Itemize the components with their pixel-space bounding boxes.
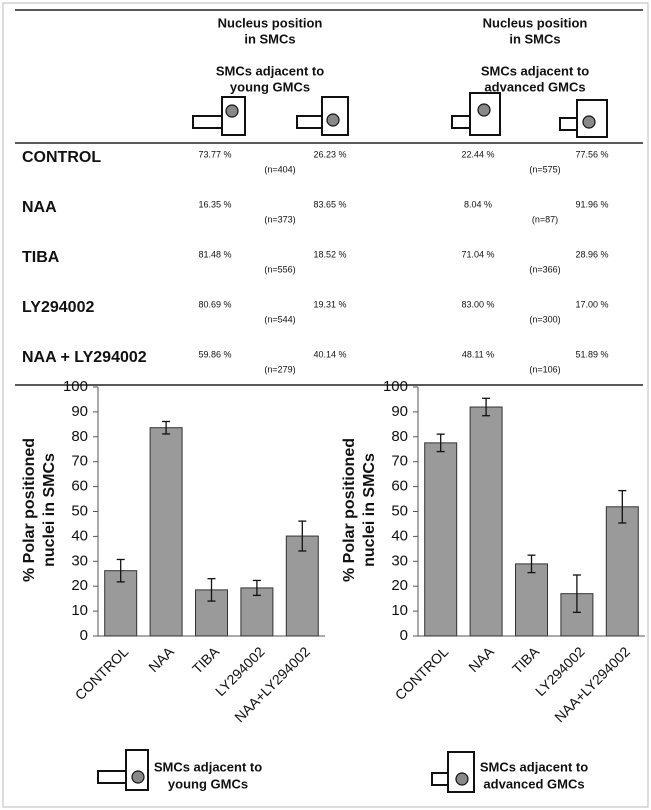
cell: 77.56 % — [575, 149, 608, 159]
cell: 28.96 % — [575, 249, 608, 259]
legend-label: SMCs adjacent to — [154, 759, 262, 774]
y-axis-label: % Polar positioned — [341, 438, 358, 582]
cell: 59.86 % — [198, 349, 231, 359]
bar — [605, 506, 639, 637]
bar — [424, 442, 458, 637]
cell: 80.69 % — [198, 299, 231, 309]
icon-stub — [97, 770, 127, 784]
y-axis-label: % Polar positioned — [21, 438, 38, 582]
cell: (n=575) — [529, 164, 560, 174]
cell: 19.31 % — [313, 299, 346, 309]
icon-stub — [559, 117, 578, 131]
cell: 83.00 % — [461, 299, 494, 309]
icon-nucleus — [455, 772, 469, 786]
y-tick-label: 20 — [71, 577, 88, 594]
row-label: NAA + LY294002 — [22, 349, 147, 366]
icon-stub — [431, 772, 449, 786]
y-tick-label: 80 — [71, 428, 88, 445]
y-tick-label: 100 — [63, 378, 88, 395]
group-subheading: advanced GMCs — [484, 79, 585, 94]
y-tick-label: 70 — [71, 453, 88, 470]
cell: 73.77 % — [198, 149, 231, 159]
y-tick-label: 30 — [71, 552, 88, 569]
cell: 18.52 % — [313, 249, 346, 259]
y-tick-label: 60 — [71, 478, 88, 495]
cell: 8.04 % — [464, 199, 492, 209]
icon-cell — [576, 99, 608, 138]
icon-stub — [296, 115, 323, 129]
y-tick-label: 80 — [391, 428, 408, 445]
cell: 17.00 % — [575, 299, 608, 309]
cell: (n=544) — [264, 314, 295, 324]
cell: 91.96 % — [575, 199, 608, 209]
legend-label: SMCs adjacent to — [480, 759, 588, 774]
y-tick-label: 0 — [400, 627, 408, 644]
group-subheading: SMCs adjacent to — [216, 63, 324, 78]
bar — [285, 535, 319, 637]
icon-cell — [447, 751, 475, 793]
icon-cell — [125, 749, 149, 791]
group-subheading: young GMCs — [230, 79, 310, 94]
cell: 16.35 % — [198, 199, 231, 209]
row-label: CONTROL — [22, 149, 101, 166]
y-tick-label: 40 — [71, 527, 88, 544]
cell: (n=404) — [264, 164, 295, 174]
row-label: LY294002 — [22, 299, 94, 316]
y-tick-label: 20 — [391, 577, 408, 594]
y-tick-label: 90 — [391, 403, 408, 420]
y-tick-label: 30 — [391, 552, 408, 569]
group-heading: in SMCs — [509, 31, 560, 46]
legend-label: advanced GMCs — [483, 776, 584, 791]
cell: (n=87) — [532, 214, 558, 224]
group-heading: Nucleus position — [218, 15, 323, 30]
cell: 48.11 % — [462, 349, 494, 359]
bar — [469, 406, 503, 637]
y-axis-label: nuclei in SMCs — [41, 453, 58, 567]
icon-nucleus — [131, 770, 145, 784]
icon-nucleus — [477, 103, 491, 117]
y-tick-label: 70 — [391, 453, 408, 470]
cell: 40.14 % — [313, 349, 346, 359]
icon-nucleus — [582, 115, 596, 129]
icon-stub — [192, 115, 223, 129]
y-tick-label: 50 — [391, 502, 408, 519]
cell: 83.65 % — [313, 199, 346, 209]
cell: 71.04 % — [461, 249, 494, 259]
y-tick-label: 10 — [71, 602, 88, 619]
y-tick-label: 10 — [391, 602, 408, 619]
row-label: TIBA — [22, 249, 60, 266]
cell: (n=366) — [529, 264, 560, 274]
y-tick-label: 40 — [391, 527, 408, 544]
bar — [149, 427, 183, 637]
cell: 51.89 % — [575, 349, 608, 359]
cell: 26.23 % — [313, 149, 346, 159]
cell: 81.48 % — [198, 249, 231, 259]
bar — [515, 563, 548, 637]
y-axis-label: nuclei in SMCs — [361, 453, 378, 567]
group-heading: Nucleus position — [483, 15, 588, 30]
icon-stub — [451, 115, 471, 129]
cell: (n=373) — [264, 214, 295, 224]
y-tick-label: 0 — [80, 627, 88, 644]
cell: (n=556) — [264, 264, 295, 274]
y-tick-label: 100 — [383, 378, 408, 395]
icon-nucleus — [225, 104, 239, 118]
y-tick-label: 90 — [71, 403, 88, 420]
legend-label: young GMCs — [168, 776, 248, 791]
row-label: NAA — [22, 199, 57, 216]
y-tick-label: 60 — [391, 478, 408, 495]
y-tick-label: 50 — [71, 502, 88, 519]
cell: (n=106) — [529, 364, 560, 374]
cell: (n=279) — [264, 364, 295, 374]
group-subheading: SMCs adjacent to — [481, 63, 589, 78]
cell: 22.44 % — [461, 149, 494, 159]
group-heading: in SMCs — [244, 31, 295, 46]
icon-nucleus — [326, 113, 340, 127]
cell: (n=300) — [529, 314, 560, 324]
